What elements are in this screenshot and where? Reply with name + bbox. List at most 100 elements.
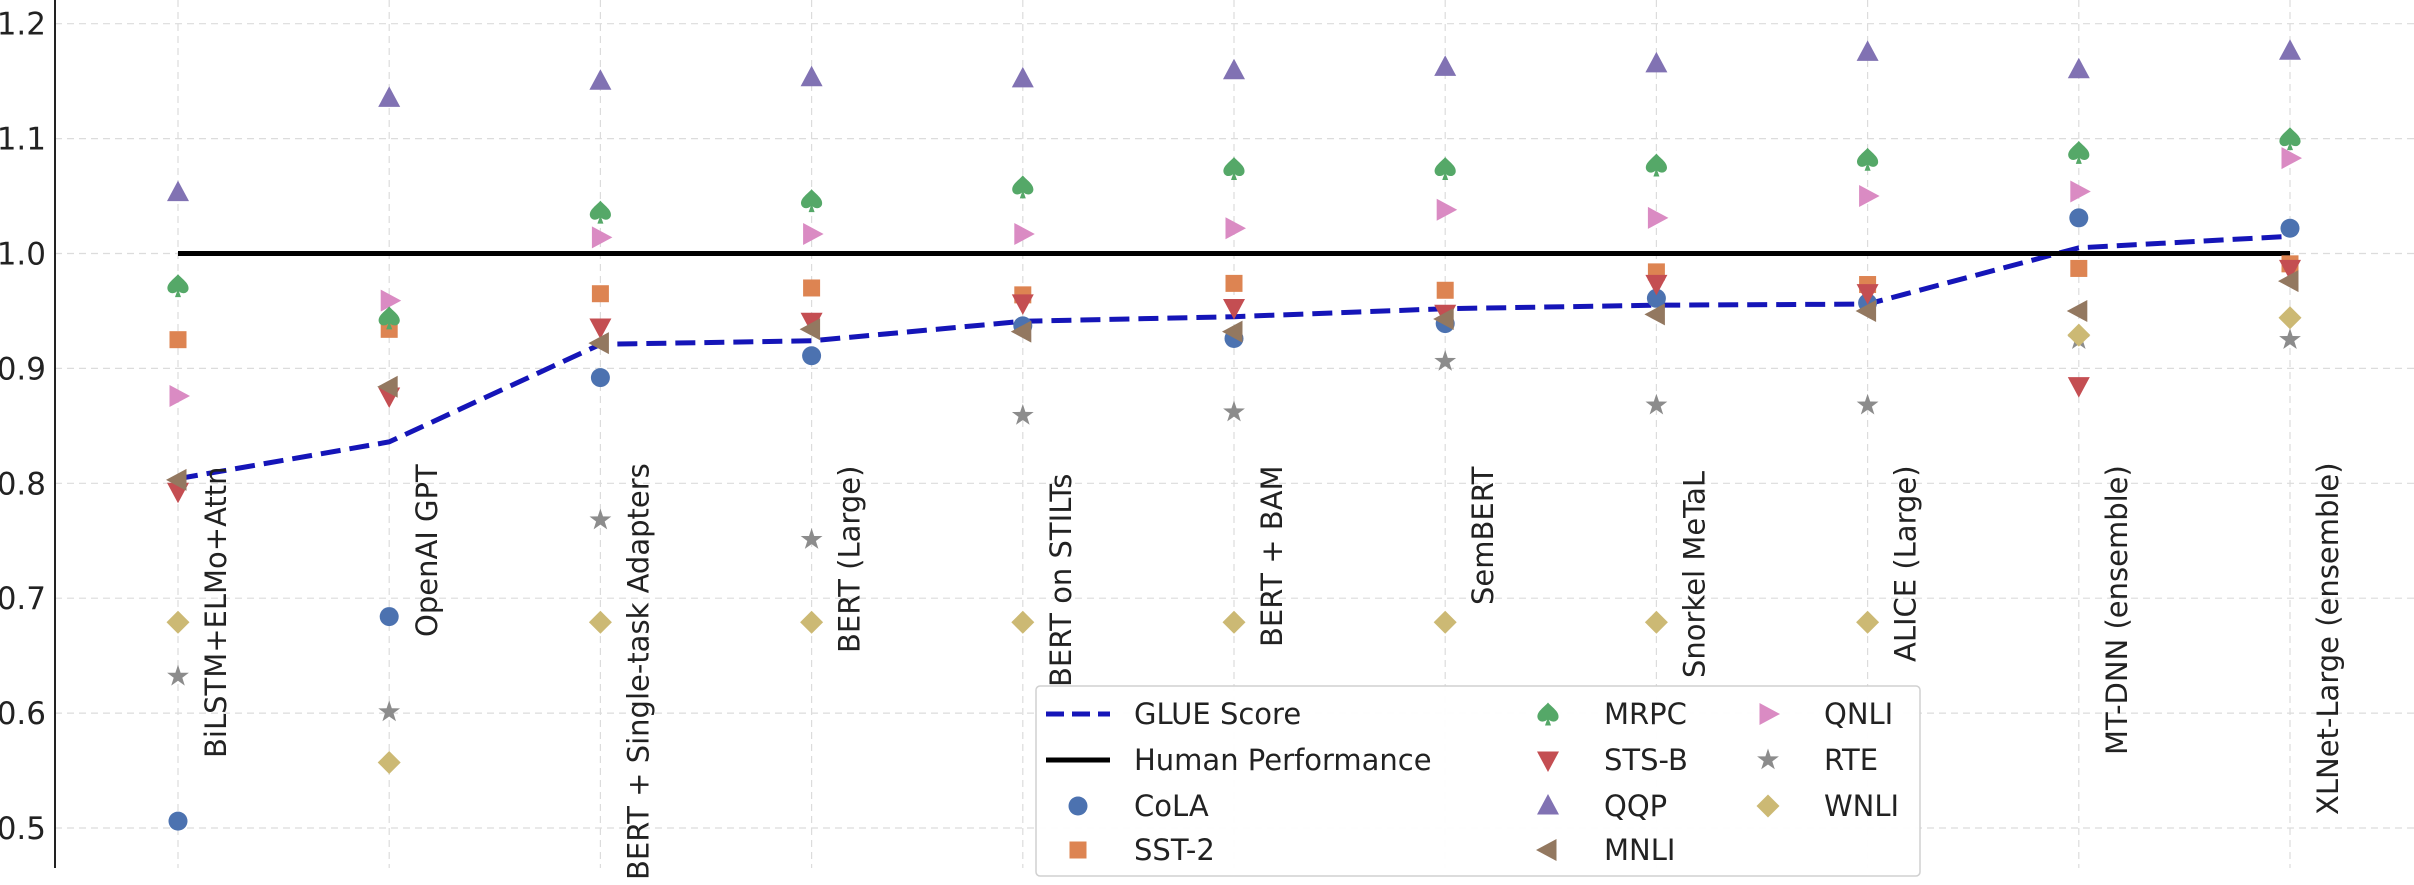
mnli-point [377, 375, 398, 398]
y-tick-label: 0.8 [0, 466, 46, 502]
legend-handle-wnli [1756, 794, 1780, 818]
mnli-point [799, 318, 821, 341]
wnli-point [1644, 610, 1668, 634]
wnli-point [800, 610, 824, 634]
mrpc-point [801, 189, 823, 213]
wnli-point [166, 610, 190, 634]
y-tick-label: 1.2 [0, 7, 46, 43]
legend-label-qqp: QQP [1604, 789, 1667, 823]
qqp-point [2279, 39, 2301, 60]
legend-box [1035, 685, 1921, 877]
grid-lines [55, 0, 2414, 868]
qqp-point [800, 65, 823, 87]
sts-b-point [1645, 274, 1668, 296]
category-label: SemBERT [1466, 466, 1500, 605]
mnli-point [1433, 308, 1454, 330]
legend-label-wnli: WNLI [1824, 789, 1899, 823]
legend-handle-cola [1068, 796, 1088, 816]
sst-2-point [803, 279, 821, 297]
cola-point [379, 607, 399, 627]
qnli-point [1647, 206, 1669, 229]
cola-point [2069, 208, 2089, 228]
rte-point [1645, 393, 1668, 415]
mrpc-point [167, 274, 189, 298]
cola-point [2280, 218, 2300, 238]
category-label: BERT + Single-task Adapters [621, 463, 655, 880]
qqp-point [2067, 57, 2090, 79]
rte-point [1856, 393, 1879, 415]
legend-label-glue-score: GLUE Score [1134, 697, 1301, 731]
category-labels: BiLSTM+ELMo+Attn OpenAI GPT BERT + Single-… [199, 462, 2345, 880]
y-tick-label: 0.9 [0, 351, 46, 387]
wnli-point [2278, 306, 2302, 330]
qnli-point [1014, 223, 1035, 245]
legend-label-rte: RTE [1824, 743, 1878, 777]
legend-label-mrpc: MRPC [1604, 697, 1687, 731]
category-label: XLNet-Large (ensemble) [2311, 462, 2345, 815]
y-tick-label: 0.5 [0, 811, 46, 847]
legend-label-human-performance: Human Performance [1134, 743, 1432, 777]
sst-2-point [169, 331, 187, 349]
category-label: BERT on STILTs [1044, 474, 1078, 687]
rte-point [378, 700, 401, 722]
qqp-point [1011, 66, 1034, 88]
glue-score-line [177, 233, 2291, 482]
marker-series [166, 39, 2302, 831]
cola-point [1646, 288, 1666, 308]
sts-b-point [2067, 377, 2090, 398]
sts-b-point [1011, 294, 1034, 315]
qnli-point [2070, 180, 2091, 203]
mnli-point [588, 332, 609, 355]
qqp-point [1223, 58, 1245, 80]
cola-point [168, 811, 188, 831]
qnli-point [380, 289, 402, 312]
qqp-point [589, 69, 612, 90]
legend-label-cola: CoLA [1134, 789, 1209, 823]
mrpc-point [1434, 156, 1456, 180]
y-tick-label: 0.7 [0, 581, 46, 617]
category-label: MT-DNN (ensemble) [2100, 465, 2134, 755]
sts-b-point [2279, 259, 2301, 281]
qnli-point [1859, 185, 1880, 207]
rte-point [800, 528, 823, 549]
legend-handle-qqp [1537, 794, 1559, 815]
category-label: BiLSTM+ELMo+Attn [199, 466, 233, 758]
qqp-point [167, 180, 189, 202]
qqp-point [1434, 55, 1457, 76]
wnli-point [1222, 610, 1246, 634]
mrpc-point [589, 200, 611, 224]
category-label: Snorkel MeTaL [1677, 471, 1711, 678]
qnli-point [1436, 198, 1458, 221]
y-tick-label: 1.1 [0, 122, 46, 158]
category-label: OpenAI GPT [410, 464, 444, 637]
mnli-point [2278, 270, 2299, 293]
rte-point [589, 508, 612, 530]
wnli-point [1856, 610, 1880, 634]
wnli-point [588, 610, 612, 634]
rte-point [1223, 400, 1245, 422]
mrpc-point [1857, 147, 1879, 171]
legend-handle-mnli [1536, 839, 1557, 861]
sst-2-point [2070, 259, 2088, 277]
rte-point [2279, 328, 2301, 349]
mnli-point [2066, 300, 2088, 322]
mnli-point [1855, 300, 1877, 322]
sts-b-point [1856, 284, 1879, 305]
qnli-point [803, 223, 824, 245]
legend-label-mnli: MNLI [1604, 833, 1675, 867]
qqp-point [378, 86, 401, 107]
y-tick-label: 1.0 [0, 237, 46, 273]
qnli-point [2281, 147, 2302, 170]
cola-point [802, 346, 822, 366]
rte-point [1434, 350, 1457, 371]
sst-2-point [1436, 281, 1454, 299]
category-label: BERT + BAM [1255, 466, 1289, 647]
wnli-point [2067, 323, 2091, 347]
qnli-point [1225, 217, 1246, 240]
qqp-point [1645, 51, 1668, 73]
legend-label-qnli: QNLI [1824, 697, 1893, 731]
rte-point [167, 664, 189, 686]
rte-point [1011, 404, 1034, 425]
line-series [177, 233, 2291, 482]
wnli-point [1433, 610, 1457, 634]
